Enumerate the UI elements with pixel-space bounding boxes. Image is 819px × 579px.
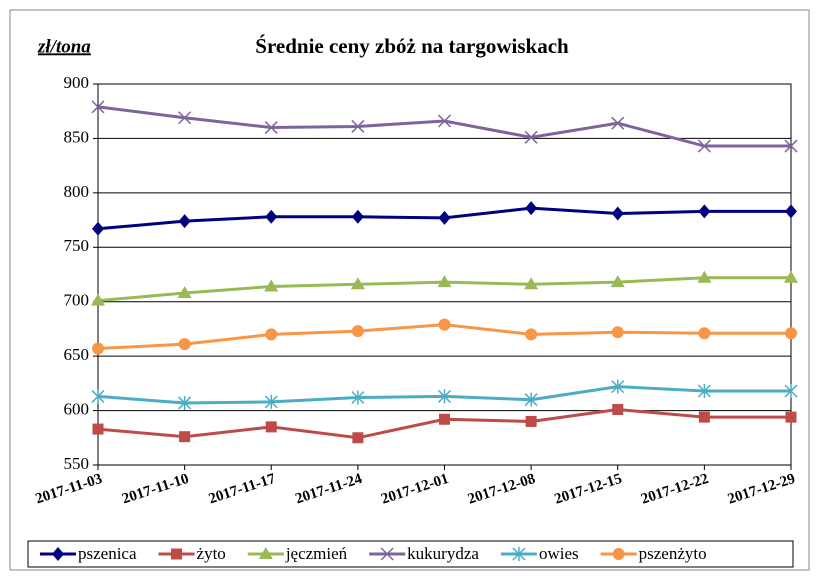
- marker: [698, 411, 710, 423]
- marker: [351, 119, 365, 133]
- marker: [697, 383, 711, 398]
- y-tick-label: 600: [64, 399, 90, 418]
- marker: [351, 325, 364, 338]
- marker: [611, 206, 624, 221]
- legend-label: owies: [539, 544, 579, 563]
- y-tick-label: 650: [64, 345, 90, 364]
- marker: [525, 415, 537, 427]
- marker: [52, 547, 64, 561]
- y-tick-label: 750: [64, 236, 90, 255]
- marker: [785, 204, 797, 219]
- legend-box: [27, 540, 794, 568]
- marker: [784, 383, 798, 398]
- marker: [264, 394, 278, 409]
- marker: [784, 139, 798, 153]
- marker: [698, 204, 711, 219]
- marker: [351, 390, 365, 405]
- marker: [351, 209, 364, 224]
- marker: [611, 379, 625, 394]
- marker: [439, 413, 450, 425]
- marker: [258, 547, 273, 559]
- marker: [610, 275, 625, 288]
- marker: [91, 100, 105, 114]
- marker: [91, 389, 105, 404]
- marker: [697, 139, 711, 153]
- marker: [785, 327, 797, 340]
- marker: [350, 277, 365, 290]
- y-tick-label: 700: [64, 291, 90, 310]
- marker: [512, 547, 526, 561]
- marker: [92, 423, 104, 435]
- marker: [525, 328, 538, 341]
- marker: [697, 270, 712, 283]
- chart-frame: [9, 9, 810, 571]
- marker: [525, 201, 538, 216]
- marker: [179, 431, 191, 443]
- y-tick-label: 850: [64, 127, 90, 146]
- marker: [178, 111, 192, 125]
- y-tick-label: 900: [64, 73, 90, 92]
- marker: [352, 432, 364, 444]
- marker: [92, 221, 104, 236]
- marker: [264, 279, 279, 292]
- marker: [612, 403, 624, 415]
- marker: [611, 116, 625, 130]
- y-tick-label: 550: [64, 454, 90, 473]
- marker: [524, 277, 539, 290]
- legend-label: kukurydza: [407, 544, 479, 563]
- marker: [178, 395, 192, 410]
- marker: [524, 392, 538, 407]
- marker: [611, 326, 624, 339]
- marker: [437, 114, 452, 128]
- marker: [178, 338, 191, 351]
- marker: [438, 210, 451, 225]
- legend-label: żyto: [197, 544, 226, 563]
- marker: [178, 214, 191, 229]
- y-tick-label: 800: [64, 182, 90, 201]
- legend-label: pszenica: [78, 544, 137, 563]
- marker: [265, 421, 277, 433]
- marker: [171, 548, 183, 560]
- legend-label: jęczmień: [285, 544, 348, 563]
- marker: [177, 286, 192, 299]
- marker: [437, 389, 452, 404]
- marker: [437, 275, 452, 288]
- chart-title: Średnie ceny zbóż na targowiskach: [255, 34, 569, 58]
- marker: [784, 270, 798, 283]
- marker: [380, 547, 394, 561]
- marker: [92, 342, 104, 355]
- marker: [698, 327, 711, 340]
- marker: [524, 130, 538, 144]
- marker: [264, 121, 278, 135]
- marker: [91, 293, 105, 306]
- marker: [265, 209, 278, 224]
- legend-label: pszenżyto: [639, 544, 707, 563]
- marker: [785, 411, 797, 423]
- y-axis-label: zł/tona: [37, 36, 91, 57]
- marker: [265, 328, 278, 341]
- marker: [612, 548, 625, 560]
- marker: [438, 318, 451, 331]
